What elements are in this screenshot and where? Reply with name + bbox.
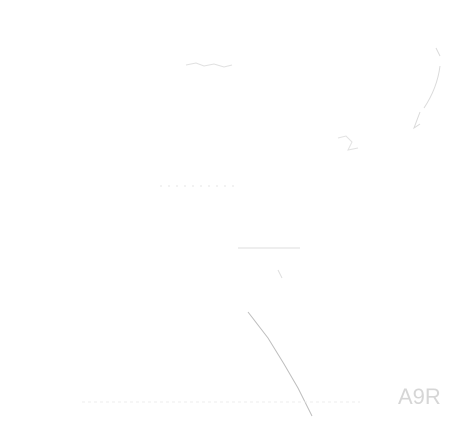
faint-mark-middle-right [337,135,359,151]
faint-curve-top-right [412,47,441,130]
faint-scribble-top [185,62,233,68]
diagonal-stroke [247,311,313,417]
faint-dash-center [238,247,300,279]
corner-label: A9R [398,384,441,409]
